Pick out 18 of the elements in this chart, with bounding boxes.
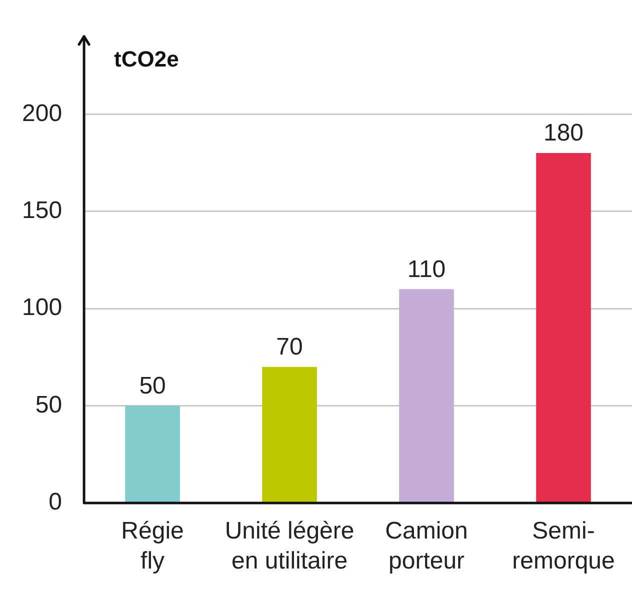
x-tick-label: Camion porteur [385,518,468,575]
y-tick-label: 0 [48,488,62,516]
y-tick-label: 200 [22,100,62,127]
x-tick-label: Semi-remorque [512,518,615,575]
y-axis-title: tCO2e [114,46,179,72]
y-tick-label: 150 [22,197,62,224]
x-tick-label: Unité légère en utilitaire [224,518,354,575]
y-tick-label: 100 [22,294,62,322]
bar [125,406,180,502]
data-label: 70 [276,334,303,361]
bar [536,153,591,502]
data-label: 180 [543,120,584,147]
bar [262,366,317,502]
bar [399,289,454,502]
x-tick-label: Régie fly [121,518,184,575]
data-label: 110 [407,256,446,283]
y-tick-label: 50 [35,391,62,418]
data-label: 50 [139,372,166,400]
